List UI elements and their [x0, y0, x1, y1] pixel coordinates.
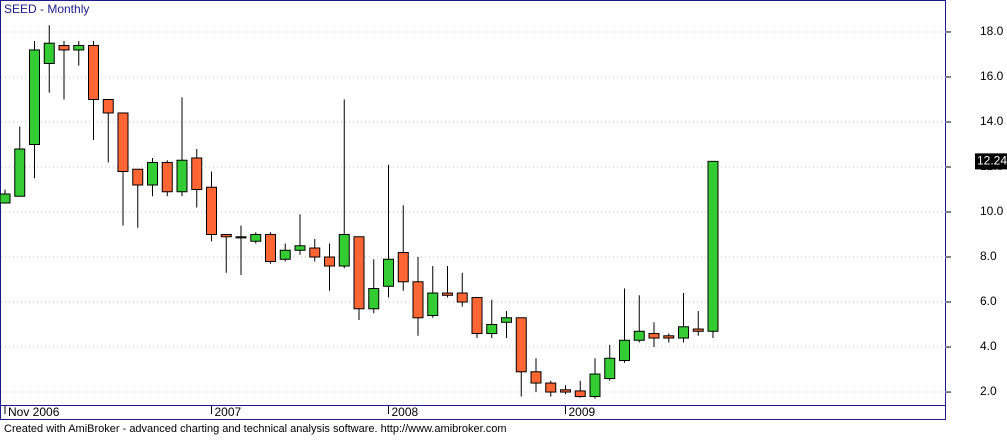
candle-body — [560, 389, 571, 393]
x-tick-label: 2008 — [392, 405, 419, 419]
candle-body — [191, 157, 203, 190]
y-tick-label: 2.0 — [980, 384, 997, 398]
candle-body — [368, 288, 380, 310]
plot-frame — [0, 0, 946, 406]
candle-body — [456, 292, 468, 303]
candle-body — [707, 160, 719, 332]
last-price-label: 12.2499 — [977, 154, 1007, 168]
y-tick-label: 14.0 — [980, 114, 1004, 128]
candle-body — [206, 186, 217, 236]
candle-body — [176, 159, 188, 193]
candle-body — [265, 234, 276, 263]
candle-body — [397, 252, 409, 283]
candle-body — [14, 148, 26, 197]
candle-body — [530, 371, 542, 384]
candle-body — [633, 330, 645, 341]
y-tick-label: 16.0 — [980, 69, 1004, 83]
candle-body — [220, 234, 232, 238]
candle-body — [117, 112, 129, 172]
candle-body — [279, 249, 291, 260]
candle-body — [353, 236, 365, 310]
candle-body — [427, 292, 439, 317]
candle-body — [442, 292, 453, 296]
y-tick-label: 10.0 — [980, 204, 1004, 218]
candle-body — [604, 357, 616, 380]
candle-body — [589, 373, 601, 398]
y-tick-label: 4.0 — [980, 339, 997, 353]
candle-body — [515, 317, 527, 373]
candle-body — [545, 382, 557, 393]
candle-body — [43, 42, 55, 64]
candle-body — [471, 297, 483, 335]
candle-body — [383, 258, 394, 287]
candle-body — [161, 161, 173, 193]
y-tick-label: 18.0 — [980, 24, 1004, 38]
candle-body — [574, 390, 586, 398]
candle-body — [235, 236, 247, 239]
chart-title: SEED - Monthly — [4, 2, 89, 16]
candle-body — [0, 193, 11, 204]
last-price-box — [975, 153, 1007, 170]
candle-body — [250, 234, 262, 242]
y-tick-label: 8.0 — [980, 249, 997, 263]
candle-body — [73, 44, 85, 51]
candle-body — [88, 44, 99, 100]
candle-body — [147, 161, 158, 186]
candle-body — [324, 256, 335, 267]
candle-body — [486, 324, 498, 335]
x-tick-label: 2007 — [215, 405, 242, 419]
candle-body — [648, 333, 660, 339]
x-axis-band — [0, 405, 946, 420]
candle-body — [58, 44, 70, 51]
candle-body — [132, 168, 144, 186]
candle-body — [692, 328, 704, 332]
y-tick-label: 6.0 — [980, 294, 997, 308]
x-tick-label: Nov 2006 — [8, 405, 60, 419]
candle-body — [29, 49, 40, 145]
x-tick-label: 2009 — [569, 405, 596, 419]
candle-body — [678, 326, 689, 339]
candle-body — [412, 281, 424, 319]
candle-body — [338, 234, 350, 267]
footer: Created with AmiBroker - advanced charti… — [4, 423, 507, 435]
candle-body — [309, 247, 321, 258]
candle-body — [663, 335, 675, 339]
candle-body — [102, 98, 114, 114]
plot-area — [0, 25, 946, 399]
candle-body — [619, 339, 630, 362]
candle-body — [501, 317, 512, 323]
candle-body — [294, 245, 306, 251]
